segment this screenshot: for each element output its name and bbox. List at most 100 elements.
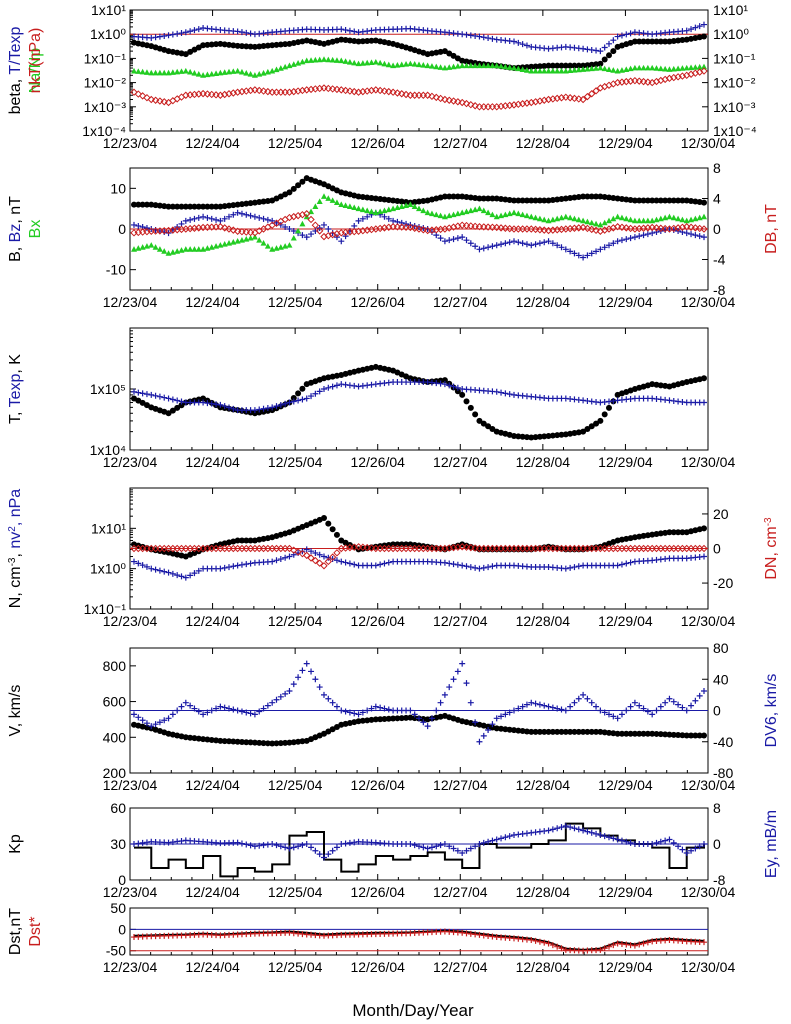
data-point-Bz (208, 215, 215, 222)
y2-axis-label-part: DB, nT (763, 204, 780, 254)
data-point-N (325, 520, 332, 527)
data-point-beta (558, 62, 565, 69)
data-point-V (640, 730, 647, 737)
data-point-V (666, 731, 673, 738)
data-point-DV6 (169, 711, 176, 718)
data-point-DB (307, 215, 315, 224)
data-point-nv2 (321, 553, 327, 560)
data-point-nv2 (377, 561, 384, 568)
data-point-T (178, 402, 185, 409)
data-point-Ey (316, 851, 323, 858)
data-point-na_np (424, 62, 431, 69)
data-point-Bz (247, 212, 254, 219)
y2-axis-label: Ey, mB/m (763, 810, 780, 878)
data-point-V (182, 734, 189, 741)
data-point-nkt (700, 67, 708, 75)
data-point-Bx (143, 243, 150, 249)
y2-axis-label: DB, nT (763, 204, 780, 254)
data-point-nv2 (381, 560, 388, 567)
data-point-V (627, 730, 634, 737)
data-point-Ey (688, 847, 695, 854)
data-point-Bx (351, 204, 358, 211)
data-point-DV6 (631, 699, 638, 706)
x-axis-title: Month/Day/Year (352, 1001, 474, 1020)
data-point-DV6 (437, 699, 444, 706)
data-point-Bz (588, 250, 595, 257)
data-point-Bx (256, 236, 263, 243)
x-tick-label: 12/24/04 (185, 777, 240, 793)
data-point-Bx (416, 205, 422, 212)
data-point-Bx (649, 217, 656, 224)
data-point-DV6 (411, 711, 418, 718)
x-tick-label: 12/28/04 (516, 777, 571, 793)
data-point-DV6 (549, 704, 556, 711)
data-point-Bz (441, 238, 448, 245)
data-point-Bx (359, 206, 366, 213)
data-point-nkt (484, 103, 492, 111)
data-point-B (446, 193, 453, 200)
data-point-DV6 (463, 680, 470, 687)
data-point-B (631, 197, 638, 204)
data-point-Texp (277, 401, 284, 408)
data-point-Bx (433, 211, 440, 218)
data-point-na_np (364, 59, 371, 66)
data-point-DV6 (260, 705, 267, 712)
data-point-Bx (688, 216, 695, 223)
data-point-DB (311, 221, 320, 229)
data-point-T (299, 385, 306, 392)
data-point-na_np (312, 56, 319, 63)
data-point-DN (354, 543, 363, 551)
data-point-Bx (325, 195, 332, 201)
data-point-V (251, 739, 258, 746)
data-point-Bz (493, 242, 500, 249)
data-point-Texp (256, 406, 263, 413)
y-axis-label-secondary-part: Bx (27, 220, 44, 239)
y-axis-label-part: Dst,nT (7, 908, 24, 955)
data-point-DN (700, 544, 708, 553)
data-point-t_texp (247, 30, 254, 37)
data-point-Bx (653, 216, 660, 223)
data-point-Ey (437, 842, 444, 849)
data-point-na_np (644, 64, 651, 71)
series-N (131, 515, 707, 560)
y-tick-label: 1x10¹ (91, 520, 126, 536)
data-point-t_texp (174, 30, 181, 37)
y-axis-label-part: 2 (7, 526, 18, 532)
data-point-beta (364, 37, 371, 44)
series-Ey (131, 823, 707, 861)
data-point-T (593, 420, 600, 427)
data-point-nkt (333, 85, 341, 94)
data-point-Texp (329, 383, 336, 390)
data-point-beta (528, 63, 535, 70)
data-point-DV6 (377, 704, 384, 711)
data-point-Bx (545, 217, 552, 224)
data-point-B (286, 189, 293, 196)
data-point-Bx (312, 203, 319, 210)
data-point-nkt (488, 103, 497, 111)
data-point-Bz (213, 216, 220, 223)
data-point-Bx (459, 209, 466, 216)
data-point-V (230, 738, 237, 745)
data-point-Bx (316, 198, 323, 204)
data-point-Ey (325, 851, 332, 858)
y2-tick-label: 0 (713, 541, 721, 557)
data-point-Bx (450, 211, 457, 218)
data-point-Bx (498, 212, 505, 219)
data-point-Bx (593, 220, 600, 227)
data-point-Bx (290, 234, 297, 241)
x-tick-label: 12/25/04 (268, 294, 323, 310)
data-point-na_np (437, 64, 444, 70)
data-point-Bz (390, 217, 397, 224)
data-point-nv2 (277, 556, 284, 563)
data-point-Ey (653, 839, 660, 846)
data-point-V (532, 728, 539, 735)
data-point-nkt (410, 91, 419, 99)
data-point-DB (695, 224, 704, 233)
data-point-DB (618, 223, 626, 231)
data-point-Bx (437, 212, 444, 219)
data-point-DV6 (584, 695, 591, 702)
data-point-Bz (355, 217, 362, 224)
data-point-DV6 (480, 732, 487, 739)
data-point-na_np (649, 64, 656, 71)
data-point-Bz (606, 242, 612, 249)
